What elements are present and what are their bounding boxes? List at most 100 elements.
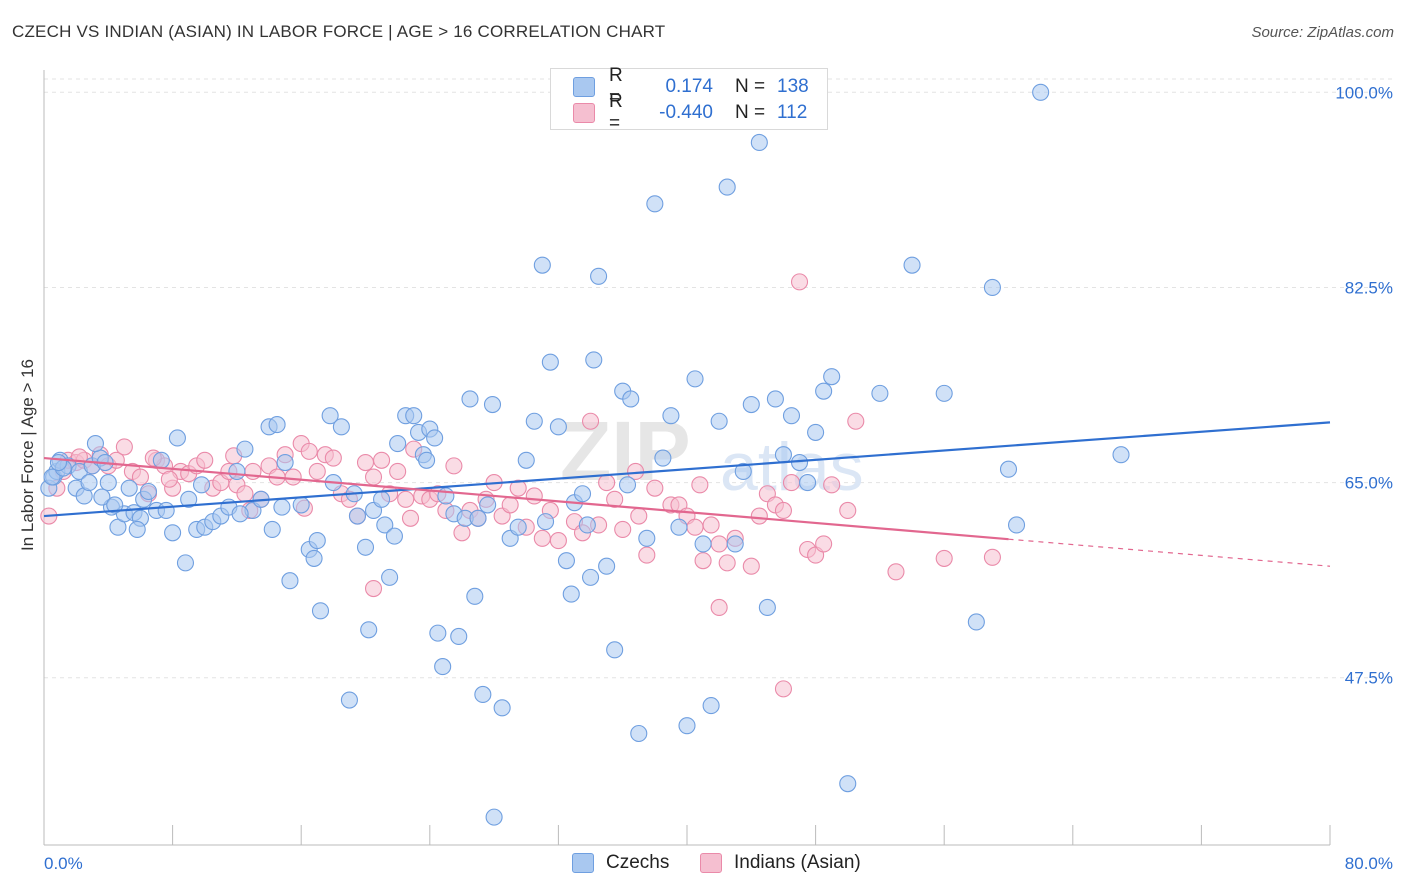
legend-item-indians: Indians (Asian) — [700, 852, 861, 874]
czech-point — [332, 418, 350, 436]
czech-point — [557, 552, 575, 570]
chart-title: CZECH VS INDIAN (ASIAN) IN LABOR FORCE |… — [12, 22, 666, 41]
czech-point — [967, 613, 985, 631]
czech-point — [281, 572, 299, 590]
czech-point — [799, 474, 817, 492]
indian-point — [694, 552, 712, 570]
czech-point — [139, 482, 158, 501]
indian-point — [710, 598, 728, 617]
indian-point — [638, 546, 656, 564]
indian-point — [935, 549, 953, 567]
indian-point — [160, 470, 178, 488]
indian-point — [983, 548, 1001, 566]
czech-point — [311, 602, 330, 620]
czech-point — [638, 529, 656, 547]
legend-n-value: 112 — [777, 102, 808, 123]
legend-label-czechs: Czechs — [606, 852, 670, 873]
czech-point — [348, 507, 367, 525]
x-tick-labels: 0.0% 80.0% — [44, 854, 1393, 873]
legend-r-value: 0.174 — [665, 76, 713, 97]
czech-point — [106, 496, 124, 514]
legend-row-czechs: R = 0.174 N = 138 — [573, 65, 809, 108]
czech-point — [483, 395, 502, 414]
indian-point — [742, 557, 760, 575]
trend-line-1 — [43, 456, 1009, 541]
trend-line-extension-1 — [1008, 538, 1331, 567]
indian-point — [790, 273, 809, 291]
grid-lines — [44, 78, 1392, 679]
y-tick-label: 65.0% — [1345, 474, 1393, 493]
indian-point — [847, 412, 865, 430]
czech-point — [646, 195, 664, 213]
indian-point — [236, 485, 254, 503]
czech-point — [474, 685, 492, 704]
indian-point — [686, 518, 704, 536]
czech-point — [263, 520, 281, 538]
czech-point — [192, 476, 211, 494]
series-indians-asian — [40, 273, 1001, 698]
czech-point — [935, 384, 953, 402]
indian-point — [815, 535, 833, 553]
czech-point — [273, 498, 291, 516]
indian-point — [549, 532, 567, 550]
czech-point — [517, 451, 535, 469]
czech-point — [871, 384, 889, 402]
czech-point — [376, 516, 394, 534]
czech-point — [766, 390, 784, 408]
czech-point — [562, 585, 580, 603]
czech-point — [228, 462, 246, 480]
czech-point — [670, 518, 688, 536]
czech-point — [308, 532, 326, 550]
czech-point — [1032, 83, 1050, 101]
czech-point — [86, 435, 104, 453]
x-tick-label: 0.0% — [44, 854, 83, 873]
y-tick-label: 82.5% — [1345, 278, 1393, 297]
czech-point — [231, 505, 249, 523]
czech-point — [742, 395, 760, 414]
czech-point — [585, 351, 603, 369]
czech-point — [461, 390, 479, 408]
czech-point — [823, 368, 841, 386]
y-tick-label: 100.0% — [1335, 83, 1393, 102]
czech-point — [180, 490, 198, 508]
czech-point — [450, 627, 468, 646]
czech-point — [598, 557, 616, 575]
legend-row-indians: R = -0.440 N = 112 — [573, 91, 808, 134]
trend-lines — [43, 421, 1331, 567]
czech-point — [630, 724, 648, 743]
czech-point — [694, 535, 712, 553]
czech-point — [578, 516, 596, 534]
legend-label-indians: Indians (Asian) — [734, 852, 861, 873]
czech-point — [581, 568, 600, 586]
czech-point — [426, 429, 444, 447]
czech-point — [268, 416, 286, 434]
series-czechs — [40, 83, 1130, 826]
indian-point — [750, 507, 768, 525]
czech-point — [469, 509, 487, 527]
czech-point — [983, 278, 1001, 296]
czech-point — [815, 382, 833, 400]
indian-point — [598, 474, 616, 492]
czech-point — [702, 697, 720, 715]
czech-point — [360, 621, 378, 639]
czech-point — [750, 133, 768, 152]
legend-swatch-indians — [573, 103, 595, 123]
legend-r-label: R = — [609, 65, 623, 108]
czech-point — [389, 435, 407, 453]
czech-point — [573, 485, 592, 503]
legend-top: R = 0.174 N = 138 R = -0.440 N = 112 — [550, 65, 828, 134]
czech-point — [618, 476, 637, 494]
czech-point — [128, 520, 146, 538]
indian-point — [501, 496, 519, 514]
indian-point — [389, 462, 407, 480]
indian-point — [614, 520, 632, 538]
czech-point — [726, 535, 744, 553]
indian-point — [445, 457, 463, 475]
czech-point — [356, 538, 375, 556]
czech-point — [606, 641, 624, 659]
czech-point — [80, 474, 98, 492]
indian-point — [606, 490, 624, 508]
czech-point — [164, 524, 182, 542]
czech-point — [718, 178, 736, 196]
legend-bottom: Czechs Indians (Asian) — [0, 852, 1406, 876]
